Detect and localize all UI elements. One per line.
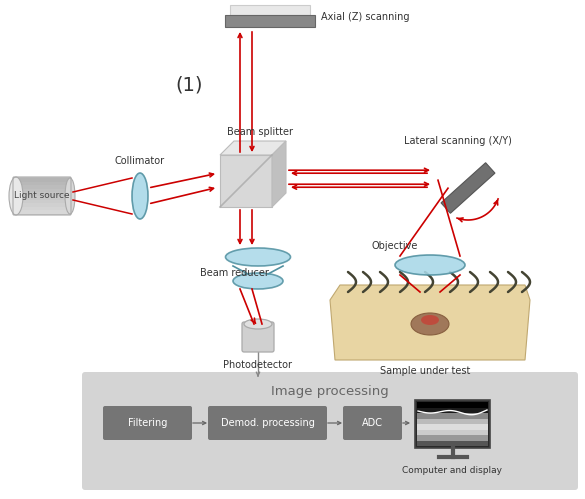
Bar <box>14 178 70 182</box>
Bar <box>230 5 310 15</box>
FancyBboxPatch shape <box>13 177 71 215</box>
Bar <box>14 189 70 193</box>
Bar <box>417 413 488 419</box>
Bar <box>14 185 70 189</box>
FancyBboxPatch shape <box>242 322 274 352</box>
Ellipse shape <box>9 177 23 215</box>
Text: (1): (1) <box>175 75 202 94</box>
Bar <box>14 200 70 203</box>
Bar <box>14 193 70 196</box>
Ellipse shape <box>132 173 148 219</box>
Bar <box>417 419 488 424</box>
Text: Lateral scanning (X/Y): Lateral scanning (X/Y) <box>404 136 512 146</box>
Text: Sample under test: Sample under test <box>380 366 470 376</box>
Bar <box>14 207 70 211</box>
Bar <box>225 15 315 27</box>
Bar <box>14 203 70 207</box>
Ellipse shape <box>233 273 283 289</box>
Bar <box>415 400 490 448</box>
Text: Objective: Objective <box>372 241 418 251</box>
Text: Light source: Light source <box>14 192 70 201</box>
Text: Collimator: Collimator <box>115 156 165 166</box>
Text: Filtering: Filtering <box>128 418 167 428</box>
Bar <box>417 430 488 435</box>
FancyBboxPatch shape <box>103 406 192 440</box>
Bar <box>417 402 488 408</box>
Text: Beam reducer: Beam reducer <box>200 268 269 278</box>
Bar <box>417 441 488 446</box>
Bar <box>14 196 70 200</box>
Polygon shape <box>272 141 286 207</box>
Bar <box>417 408 488 413</box>
Bar <box>14 182 70 185</box>
Bar <box>14 211 70 214</box>
FancyBboxPatch shape <box>208 406 327 440</box>
Ellipse shape <box>244 319 272 329</box>
Polygon shape <box>220 141 286 155</box>
Bar <box>417 424 488 430</box>
Polygon shape <box>330 285 530 360</box>
Ellipse shape <box>225 248 291 266</box>
Ellipse shape <box>65 178 75 214</box>
FancyBboxPatch shape <box>82 372 578 490</box>
Text: Axial (Z) scanning: Axial (Z) scanning <box>321 12 410 22</box>
Ellipse shape <box>411 313 449 335</box>
Bar <box>220 155 272 207</box>
Text: Photodetector: Photodetector <box>223 360 292 370</box>
Ellipse shape <box>395 255 465 275</box>
Text: Image processing: Image processing <box>271 385 389 398</box>
Text: ADC: ADC <box>362 418 383 428</box>
FancyBboxPatch shape <box>343 406 402 440</box>
Polygon shape <box>441 163 495 213</box>
Bar <box>417 435 488 441</box>
Text: Beam splitter: Beam splitter <box>227 127 293 137</box>
Ellipse shape <box>421 315 439 325</box>
Text: Computer and display: Computer and display <box>402 466 503 475</box>
Text: Demod. processing: Demod. processing <box>221 418 315 428</box>
